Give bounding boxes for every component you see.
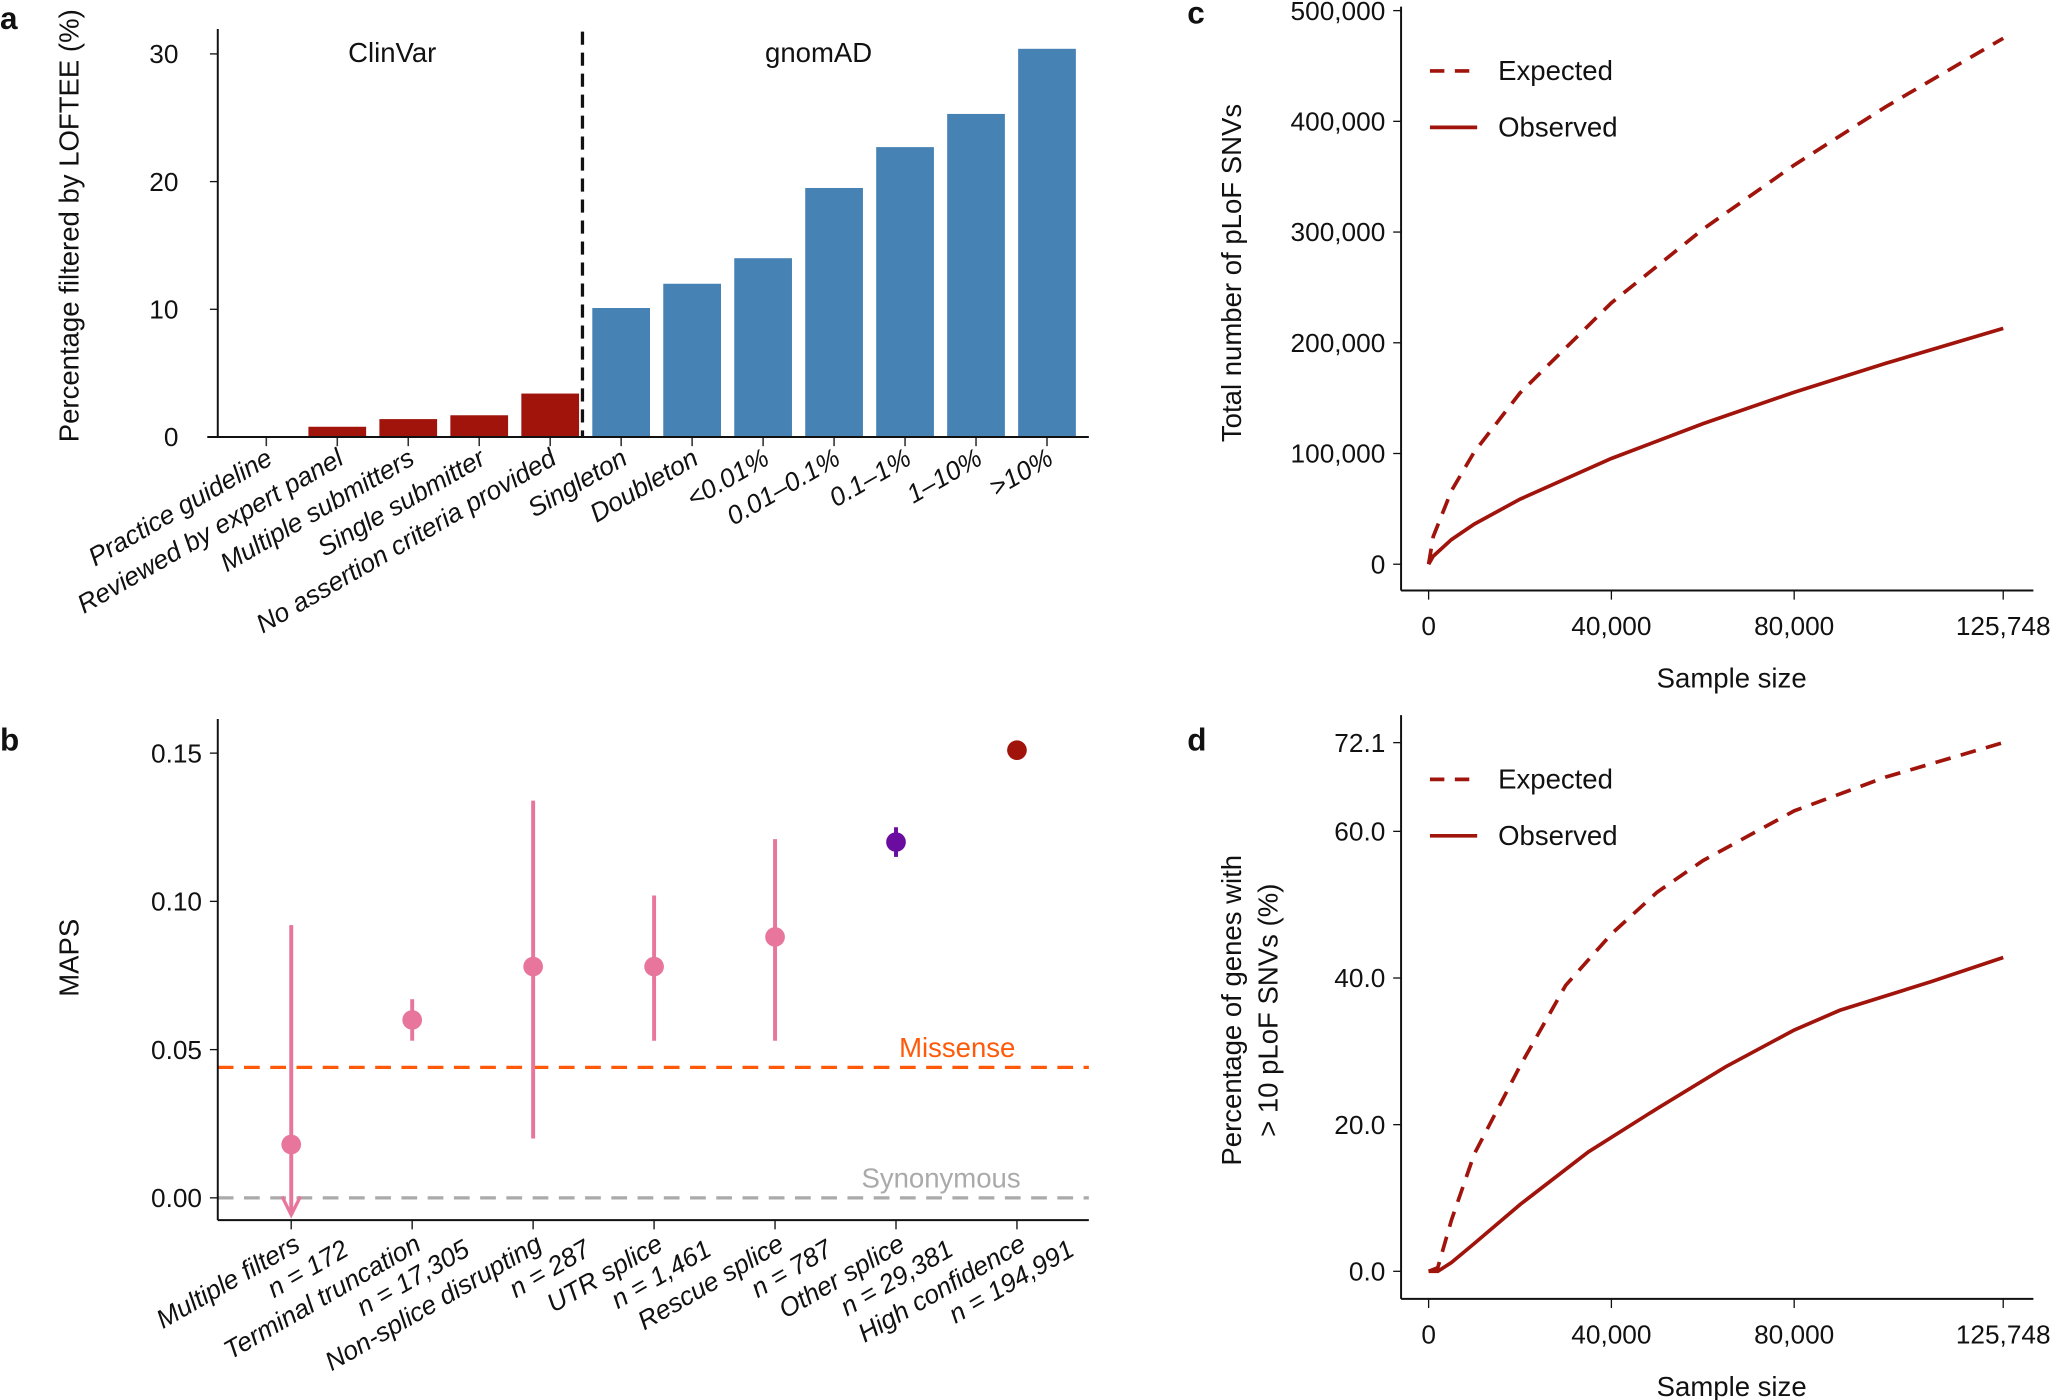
group-label: gnomAD	[765, 37, 872, 68]
x-tick-label: 125,748	[1956, 1319, 2051, 1349]
series-line-observed	[1427, 326, 2004, 566]
x-tick-label: 0.1–1%	[824, 442, 916, 512]
legend-label: Expected	[1498, 764, 1613, 795]
x-tick-label: 80,000	[1754, 1319, 1834, 1349]
y-axis-title-line: > 10 pLoF SNVs (%)	[1253, 884, 1284, 1137]
series-line-expected	[1427, 740, 2004, 1274]
x-tick-label: 40,000	[1571, 1319, 1651, 1349]
x-tick-label: 40,000	[1571, 611, 1651, 641]
y-tick-label: 60.0	[1334, 817, 1385, 847]
y-axis-title: Total number of pLoF SNVs	[1216, 104, 1247, 442]
legend-label: Observed	[1498, 820, 1617, 851]
x-tick-label: 80,000	[1754, 611, 1834, 641]
legend-label: Expected	[1498, 55, 1613, 86]
y-tick-label: 0.05	[151, 1035, 202, 1065]
data-point	[523, 956, 543, 977]
group-label: ClinVar	[348, 37, 436, 68]
y-tick-label: 40.0	[1334, 963, 1385, 993]
y-tick-label: 200,000	[1291, 328, 1386, 358]
y-tick-label: 72.1	[1334, 728, 1385, 758]
bar	[1018, 48, 1076, 437]
data-point	[765, 927, 785, 947]
panel-label-a: a	[0, 1, 18, 36]
y-tick-label: 10	[149, 294, 178, 324]
y-tick-label: 500,000	[1291, 0, 1386, 26]
y-axis-title: Percentage of genes with > 10 pLoF SNVs (…	[1216, 855, 1284, 1166]
y-tick-label: 0.00	[151, 1183, 202, 1213]
y-axis-title: Percentage filtered by LOFTEE (%)	[54, 9, 85, 442]
x-tick-label: 0	[1421, 611, 1436, 641]
y-axis-title-line: Percentage of genes with	[1216, 855, 1247, 1166]
panel-label-b: b	[0, 723, 19, 758]
down-arrow	[280, 1195, 302, 1219]
x-axis-title: Sample size	[1657, 663, 1807, 694]
panel-label-d: d	[1187, 723, 1206, 758]
y-tick-label: 300,000	[1291, 217, 1386, 247]
data-point	[281, 1134, 302, 1155]
bar	[379, 419, 438, 437]
y-tick-label: 0.10	[151, 887, 202, 917]
legend-label: Observed	[1498, 112, 1617, 143]
data-point	[886, 832, 906, 852]
x-tick-label: 0	[1421, 1319, 1436, 1349]
panel-d: 0.0 20.0 40.0 60.0 72.1 0 40,000 80,000 125,748 S…	[1216, 715, 2051, 1400]
reference-label: Missense	[899, 1032, 1015, 1063]
x-tick-label: >10%	[984, 442, 1058, 502]
y-tick-label: 0.15	[151, 738, 202, 768]
bar	[805, 187, 863, 437]
reference-label: Synonymous	[861, 1162, 1020, 1193]
bar	[592, 308, 651, 437]
panel-c: 0 100,000 200,000 300,000 400,000 500,000 0 40,…	[1216, 0, 2051, 694]
bar	[734, 258, 792, 437]
series-line-expected	[1426, 36, 2005, 565]
bar	[521, 393, 580, 437]
panel-label-c: c	[1187, 0, 1205, 31]
y-tick-label: 0.0	[1349, 1256, 1385, 1286]
bar	[308, 426, 367, 437]
y-axis-title: MAPS	[54, 919, 85, 997]
y-tick-label: 0	[164, 422, 179, 452]
series-line-observed	[1428, 955, 2004, 1274]
y-tick-label: 100,000	[1291, 439, 1386, 469]
x-tick-label: 125,748	[1956, 611, 2051, 641]
y-tick-label: 0	[1371, 549, 1386, 579]
data-point	[1007, 740, 1027, 761]
x-axis-title: Sample size	[1657, 1371, 1807, 1400]
y-tick-label: 30	[149, 39, 178, 69]
bar	[876, 147, 934, 437]
y-tick-label: 400,000	[1291, 107, 1386, 137]
bar	[450, 415, 509, 437]
y-tick-label: 20.0	[1334, 1110, 1385, 1140]
data-point	[402, 1010, 423, 1030]
x-tick-label: 1–10%	[901, 442, 987, 509]
bar	[947, 113, 1005, 437]
y-tick-label: 20	[149, 167, 178, 197]
bar	[663, 283, 721, 437]
data-point	[644, 956, 664, 977]
